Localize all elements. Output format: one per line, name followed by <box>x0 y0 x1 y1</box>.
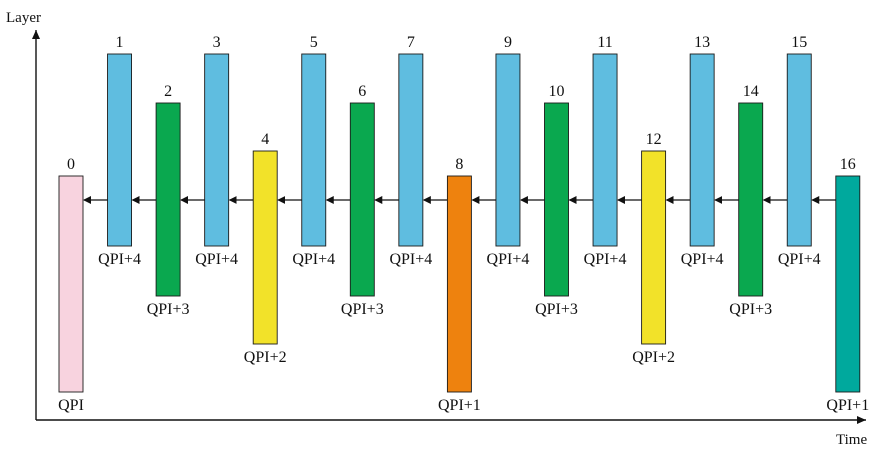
frame-bar <box>204 53 230 247</box>
frame-15: 15 QPI+4 <box>778 34 821 268</box>
frame-number-label: 13 <box>694 34 710 51</box>
frame-bar <box>301 53 327 247</box>
frame-qp-label: QPI+3 <box>729 301 772 318</box>
frame-number-label: 7 <box>407 34 415 51</box>
frame-bar <box>495 53 521 247</box>
frame-bar <box>107 53 133 247</box>
frame-16: 16 QPI+1 <box>826 156 869 414</box>
frame-qp-label: QPI+4 <box>292 251 335 268</box>
frame-12: 12 QPI+2 <box>632 131 675 366</box>
frame-number-label: 3 <box>213 34 221 51</box>
frame-13: 13 QPI+4 <box>681 34 724 268</box>
frame-bar <box>446 175 472 393</box>
frame-bar <box>544 102 569 297</box>
frame-number-label: 6 <box>358 83 366 100</box>
frame-bar <box>835 175 861 393</box>
frame-number-label: 11 <box>597 34 612 51</box>
frame-qp-label: QPI+1 <box>438 397 481 414</box>
frame-qp-label: QPI <box>58 397 84 414</box>
frame-number-label: 15 <box>791 34 807 51</box>
frame-number-label: 5 <box>310 34 318 51</box>
frame-10: 10 QPI+3 <box>535 83 578 318</box>
frame-bar <box>398 53 424 247</box>
frame-number-label: 0 <box>67 156 75 173</box>
x-axis-label: Time <box>836 432 867 448</box>
frame-qp-label: QPI+2 <box>632 349 675 366</box>
frame-qp-label: QPI+3 <box>341 301 384 318</box>
frame-qp-label: QPI+4 <box>778 251 821 268</box>
frame-qp-label: QPI+3 <box>535 301 578 318</box>
frame-3: 3 QPI+4 <box>195 34 238 268</box>
frame-qp-label: QPI+3 <box>147 301 190 318</box>
frame-bar <box>786 53 812 247</box>
frame-11: 11 QPI+4 <box>584 34 627 268</box>
frame-qp-label: QPI+4 <box>487 251 530 268</box>
frame-number-label: 12 <box>646 131 662 148</box>
frame-qp-label: QPI+4 <box>584 251 627 268</box>
frame-6: 6 QPI+3 <box>341 83 384 318</box>
frame-number-label: 10 <box>549 83 565 100</box>
frame-5: 5 QPI+4 <box>292 34 335 268</box>
frame-bar <box>252 150 278 345</box>
frame-9: 9 QPI+4 <box>487 34 530 268</box>
frame-bar <box>689 53 715 247</box>
frame-qp-label: QPI+4 <box>195 251 238 268</box>
frame-bar <box>155 102 181 297</box>
frame-7: 7 QPI+4 <box>389 34 432 268</box>
frame-2: 2 QPI+3 <box>147 83 190 318</box>
frame-number-label: 14 <box>743 83 759 100</box>
frame-1: 1 QPI+4 <box>98 34 141 268</box>
frame-qp-label: QPI+2 <box>244 349 287 366</box>
frame-number-label: 8 <box>455 156 463 173</box>
frame-number-label: 16 <box>840 156 856 173</box>
frame-number-label: 1 <box>116 34 124 51</box>
y-axis-label: Layer <box>6 10 41 26</box>
frame-number-label: 4 <box>261 131 269 148</box>
frame-number-label: 2 <box>164 83 172 100</box>
frame-qp-label: QPI+4 <box>389 251 432 268</box>
frame-4: 4 QPI+2 <box>244 131 287 366</box>
frame-qp-label: QPI+1 <box>826 397 869 414</box>
frame-bar <box>58 175 84 393</box>
frame-0: 0 QPI <box>58 156 84 414</box>
frame-bar <box>641 150 667 345</box>
frame-qp-label: QPI+4 <box>98 251 141 268</box>
frame-8: 8 QPI+1 <box>438 156 481 414</box>
frame-qp-label: QPI+4 <box>681 251 724 268</box>
frame-14: 14 QPI+3 <box>729 83 772 318</box>
frame-bars: 0 QPI 1 QPI+4 2 QPI+3 3 QPI+4 4 QPI+2 5 QPI+4 6 QPI+3… <box>58 34 869 414</box>
frame-bar <box>738 102 764 297</box>
frame-bar <box>349 102 375 297</box>
frame-number-label: 9 <box>504 34 512 51</box>
frame-bar <box>592 53 618 247</box>
